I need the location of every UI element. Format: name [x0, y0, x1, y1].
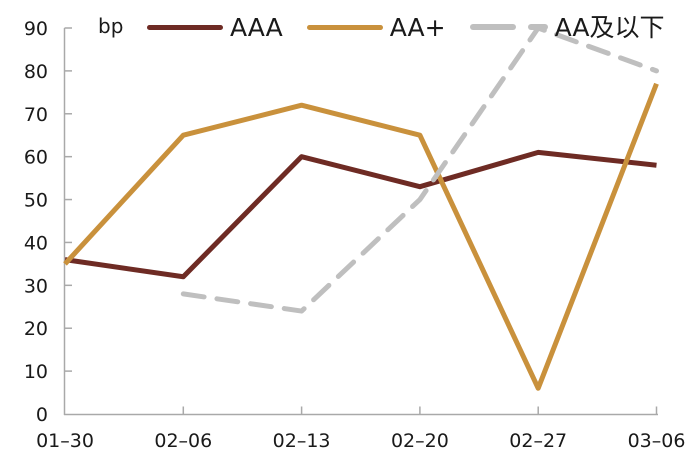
- x-tick-label: 02–20: [391, 430, 449, 452]
- x-tick-label: 02–27: [509, 430, 567, 452]
- legend-label-aa-plus: AA+: [389, 12, 446, 42]
- legend-label-aa-below: AA及以下: [554, 12, 665, 42]
- series-line-1: [63, 82, 659, 391]
- y-tick-label: 80: [24, 61, 48, 83]
- series-line-0: [64, 149, 657, 280]
- x-tick-label: 02–06: [154, 430, 212, 452]
- legend-line-aaa-icon: [147, 24, 223, 30]
- y-tick-label: 0: [36, 404, 48, 426]
- x-tick-label: 01–30: [36, 430, 94, 452]
- y-tick-label: 90: [24, 18, 48, 40]
- y-axis-unit-label: bp: [98, 14, 124, 38]
- y-tick-label: 70: [24, 104, 48, 126]
- series-line-2: [180, 25, 659, 314]
- legend-label-aaa: AAA: [230, 12, 283, 42]
- y-tick-label: 30: [24, 275, 48, 297]
- y-tick-label: 50: [24, 190, 48, 212]
- y-tick-label: 20: [24, 318, 48, 340]
- legend-item-aa-below: AA及以下: [469, 12, 665, 42]
- y-tick-label: 40: [24, 232, 48, 254]
- x-tick-label: 03–06: [628, 430, 686, 452]
- x-tick-label: 02–13: [273, 430, 331, 452]
- legend-item-aaa: AAA: [147, 15, 283, 40]
- legend-dashed-line-icon: [469, 24, 548, 30]
- y-tick-label: 10: [24, 361, 48, 383]
- legend-dash-long: [469, 24, 516, 30]
- legend-item-aa-plus: AA+: [306, 12, 446, 42]
- legend-dash-short: [527, 24, 548, 30]
- y-tick-label: 60: [24, 147, 48, 169]
- legend: AAA AA+ AA及以下: [147, 13, 664, 41]
- legend-line-aa-plus-icon: [306, 24, 383, 30]
